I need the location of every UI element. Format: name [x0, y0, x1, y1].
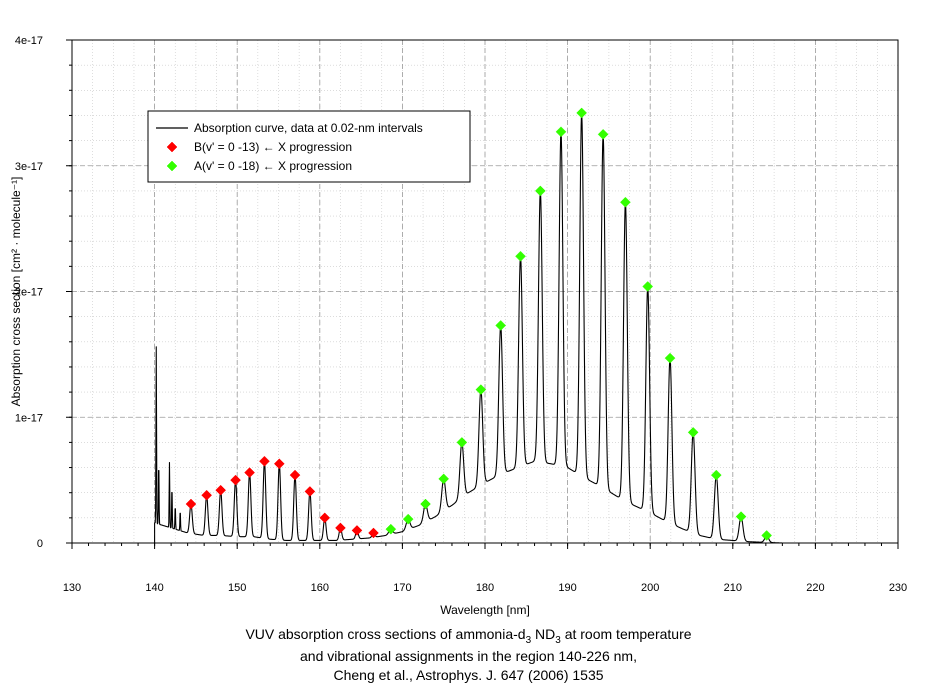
x-tick-label: 210: [724, 582, 742, 594]
caption-text-1a: VUV absorption cross sections of ammonia…: [245, 626, 526, 642]
y-tick-label: 4e-17: [15, 35, 43, 47]
b-progression-marker: [319, 512, 331, 524]
y-tick-labels: 0 1e-17 2e-17 3e-17 4e-17: [15, 35, 43, 550]
caption-line-3: Cheng et al., Astrophys. J. 647 (2006) 1…: [333, 667, 604, 683]
y-tick-label: 2e-17: [15, 287, 43, 299]
x-tick-label: 190: [558, 582, 576, 594]
caption-line-2: and vibrational assignments in the regio…: [300, 648, 637, 664]
a-progression-marker: [515, 250, 526, 262]
legend-box: [147, 110, 471, 183]
x-tick-labels: 130 140 150 160 170 180 190 200 210 220 230: [63, 582, 907, 594]
caption-sub-2: 3: [555, 634, 561, 646]
y-tick-label: 3e-17: [15, 161, 43, 173]
a-progression-marker: [735, 511, 747, 522]
a-progression-marker: [555, 126, 567, 138]
a-progression-marker: [664, 352, 676, 364]
legend-label: B(v' = 0 -13) ← X progression: [194, 140, 352, 154]
b-progression-marker: [351, 525, 363, 536]
legend-diamond-swatch: [166, 160, 178, 172]
a-progression-marker: [534, 185, 546, 197]
caption-sub-1: 3: [525, 634, 532, 646]
a-progression-marker: [761, 530, 773, 541]
chart: 130 140 150 160 170 180 190 200 210 220 230 0 1e-17…: [9, 35, 907, 617]
legend: Absorption curve, data at 0.02-nm interv…: [147, 110, 471, 183]
y-axis-title: Absorption cross section [cm² · molecule…: [9, 177, 23, 407]
absorption-curve-layer: [154, 113, 866, 544]
a-progression-marker: [620, 196, 631, 208]
a-progression-marker: [597, 128, 609, 140]
a-progression-marker: [710, 469, 722, 481]
x-tick-label: 230: [889, 582, 907, 594]
legend-label: Absorption curve, data at 0.02-nm interv…: [194, 121, 423, 135]
caption-text-1c: at room temperature: [560, 626, 692, 642]
a-progression-marker: [576, 107, 587, 119]
b-progression-marker: [215, 484, 227, 496]
x-tick-label: 150: [228, 582, 246, 594]
y-tick-label: 1e-17: [15, 412, 43, 424]
b-progression-marker: [259, 455, 270, 467]
x-tick-label: 220: [806, 582, 824, 594]
a-progression-marker: [687, 426, 699, 438]
absorption-curve: [154, 113, 866, 544]
a-progression-marker: [642, 281, 654, 292]
b-progression-marker: [368, 527, 379, 539]
legend-diamond-swatch: [166, 141, 178, 153]
a-progression-marker: [420, 498, 431, 510]
x-tick-label: 170: [393, 582, 411, 594]
legend-label: A(v' = 0 -18) ← X progression: [194, 159, 352, 173]
b-progression-marker: [289, 469, 301, 481]
x-axis-title: Wavelength [nm]: [440, 603, 530, 617]
y-tick-label: 0: [37, 538, 43, 550]
b-progression-marker: [185, 498, 197, 510]
caption-text-1b: ND: [531, 626, 556, 642]
a-progression-marker: [438, 473, 450, 485]
a-progression-marker: [495, 320, 507, 331]
a-progression-marker: [402, 513, 414, 525]
a-progression-marker: [456, 437, 468, 448]
x-tick-label: 140: [145, 582, 163, 594]
x-tick-label: 200: [641, 582, 659, 594]
x-tick-label: 160: [311, 582, 329, 594]
b-progression-marker: [273, 458, 285, 470]
b-progression-marker: [230, 474, 241, 486]
b-progression-marker: [304, 486, 316, 497]
b-progression-marker: [244, 467, 255, 478]
b-progression-marker: [201, 489, 212, 501]
marker-layer: [185, 107, 773, 541]
a-progression-marker: [475, 384, 487, 395]
b-progression-marker: [335, 522, 346, 534]
x-tick-label: 130: [63, 582, 81, 594]
x-tick-label: 180: [476, 582, 494, 594]
caption-line-1: VUV absorption cross sections of ammonia…: [0, 624, 937, 651]
a-progression-marker: [385, 523, 397, 535]
